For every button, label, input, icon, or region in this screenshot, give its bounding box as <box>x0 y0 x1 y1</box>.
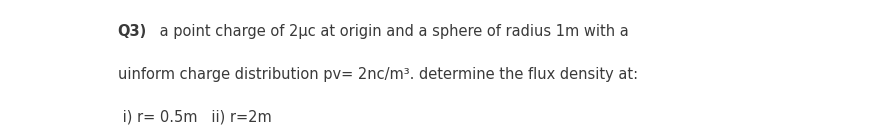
Text: Q3): Q3) <box>118 24 147 39</box>
Text: i) r= 0.5m   ii) r=2m: i) r= 0.5m ii) r=2m <box>118 110 271 125</box>
Text: uinform charge distribution pv= 2nc/m³. determine the flux density at:: uinform charge distribution pv= 2nc/m³. … <box>118 67 637 82</box>
Text: a point charge of 2μc at origin and a sphere of radius 1m with a: a point charge of 2μc at origin and a sp… <box>155 24 630 39</box>
